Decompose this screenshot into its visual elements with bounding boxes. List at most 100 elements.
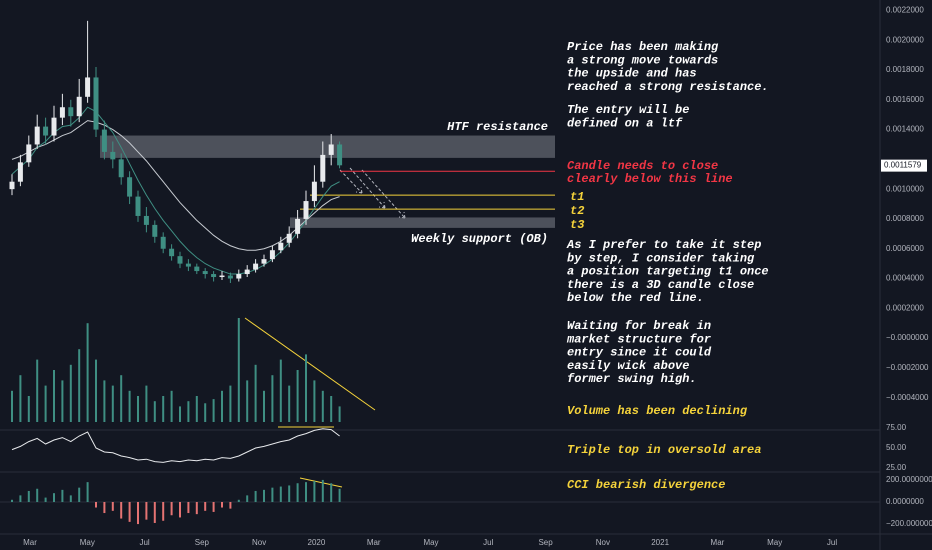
cci-bar [78,487,81,502]
last-price-label: 0.0011579 [884,161,922,170]
candle-body [194,266,200,272]
y-tick-label: 0.0010000 [886,184,924,193]
x-tick-label: Mar [711,538,725,547]
volume-bar [111,385,114,422]
divergence-line [299,477,343,488]
cci-bar [179,502,181,518]
y-tick-label: 0.0002000 [886,303,924,312]
candle-body [295,218,301,234]
note-line: Waiting for break in [567,319,711,333]
candle-body [311,181,317,202]
note-line: the upside and has [567,67,697,81]
note-line: The entry will be [567,103,689,117]
note-line: defined on a ltf [567,116,683,130]
volume-bar [86,323,89,422]
t1-label: t1 [570,190,584,204]
candle-body [253,263,259,270]
note-line: entry since it could [567,346,712,360]
x-tick-label: Nov [252,538,266,547]
volume-bar [271,375,274,422]
note-line: reached a strong resistance. [567,80,769,94]
x-tick-label: Sep [195,538,210,547]
cci-bar [61,489,64,502]
y-tick-label: 0.0014000 [886,125,924,134]
volume-bar [78,349,81,422]
candle-body [51,117,57,136]
x-tick-label: May [423,538,438,547]
candle-body [43,126,49,136]
volume-bar [321,390,324,422]
cci-bar [69,495,72,502]
volume-bar [170,390,173,422]
candle-body [169,248,175,257]
volume-bar [296,370,299,422]
y-tick-label: 0.0004000 [886,274,924,283]
weekly-support-label: Weekly support (OB) [411,232,548,246]
volume-bar [237,318,240,422]
volume-bar [330,396,333,422]
cci-tick-label: 0.0000000 [886,497,924,506]
cci-bar [254,490,257,502]
cci-bar [11,499,13,502]
candle-body [110,151,116,160]
volume-trendline [244,317,376,411]
x-tick-label: 2021 [651,538,669,547]
volume-bar [145,385,148,422]
volume-bar [103,380,106,422]
note-line: As I prefer to take it step [566,238,761,252]
rsi-note: Triple top in oversold area [567,443,761,457]
note-line: by step, I consider taking [567,251,755,265]
rsi-tick-label: 75.00 [886,423,907,432]
htf-resistance-zone [100,135,555,158]
moving-average [11,106,340,275]
cci-bar [321,479,324,502]
x-tick-label: Sep [538,538,553,547]
cci-bar [288,485,291,502]
cci-bar [145,502,148,520]
note-line: there is a 3D candle close [567,278,754,292]
cci-bar [338,488,341,502]
x-tick-label: May [80,538,95,547]
x-tick-label: Nov [596,538,610,547]
cci-note: CCI bearish divergence [567,478,725,492]
arrow [339,169,363,194]
candle-body [236,274,242,279]
volume-bar [128,390,131,422]
last-price-tag [881,159,927,172]
cci-bar [229,502,232,509]
red-line-note: Candle needs to close [567,159,718,173]
candle-body [59,107,65,118]
cci-bar [120,502,123,519]
x-tick-label: Jul [139,538,149,547]
volume-bar [95,359,97,422]
cci-bar [44,497,47,502]
y-tick-label: 0.0006000 [886,244,924,253]
weekly-support-zone [290,217,555,228]
note-line: a position targeting t1 once [567,265,769,279]
volume-bar [263,390,265,422]
volume-bar [338,406,341,422]
volume-bar [204,403,207,422]
candle-body [202,271,208,275]
y-tick-label: −0.0000000 [886,333,929,342]
candle-body [160,236,166,249]
volume-bar [279,359,282,422]
cci-bar [221,502,223,508]
cci-bar [246,495,249,502]
note-line: a strong move towards [567,53,718,67]
candle-body [219,275,225,278]
rsi-tick-label: 25.00 [886,463,907,472]
volume-bar [27,396,30,422]
note-line: Price has been making [567,40,719,54]
volume-note: Volume has been declining [567,404,748,418]
cci-bar [313,481,316,502]
candle-body [127,177,133,197]
cci-bar [263,489,265,502]
note-line: market structure for [566,332,711,346]
volume-bar [11,390,13,422]
candle-body [227,275,233,279]
cci-bar [36,488,39,502]
cci-bar [296,483,299,502]
